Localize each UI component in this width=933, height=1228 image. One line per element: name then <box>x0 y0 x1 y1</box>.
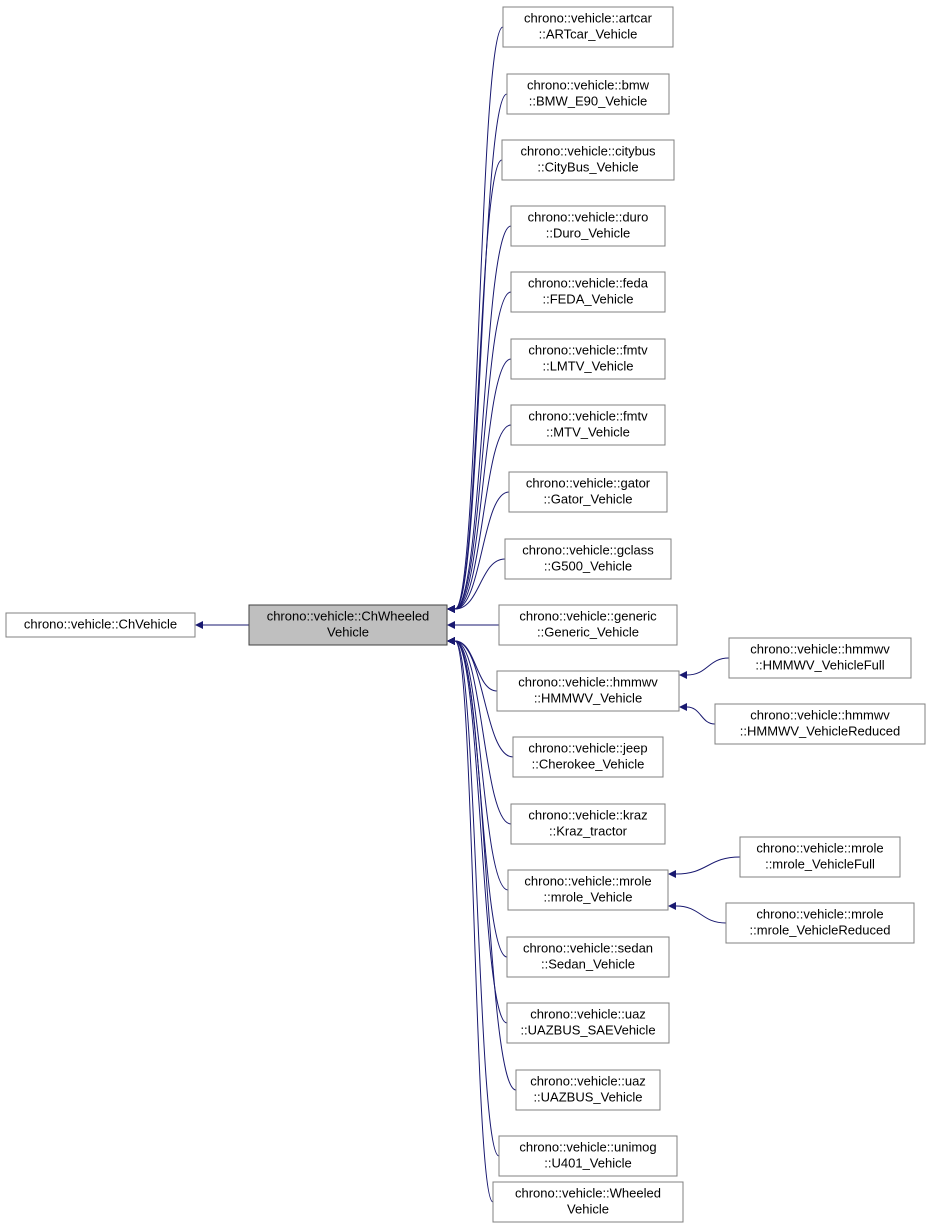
arrowhead-icon <box>668 870 676 878</box>
node-label: ::HMMWV_Vehicle <box>534 690 642 705</box>
arrowhead-icon <box>679 703 687 711</box>
node-label: chrono::vehicle::ChWheeled <box>267 608 430 623</box>
node-label: chrono::vehicle::artcar <box>524 10 653 25</box>
arrowhead-icon <box>679 671 687 679</box>
node-label: chrono::vehicle::mrole <box>524 873 651 888</box>
node-label: ::Cherokee_Vehicle <box>532 756 645 771</box>
node-unimog[interactable]: chrono::vehicle::unimog::U401_Vehicle <box>499 1136 677 1176</box>
node-label: chrono::vehicle::feda <box>528 275 649 290</box>
edge-hmmwvred-to-hmmwv <box>687 707 715 724</box>
node-label: chrono::vehicle::mrole <box>756 840 883 855</box>
node-label: chrono::vehicle::gator <box>526 475 651 490</box>
node-jeep[interactable]: chrono::vehicle::jeep::Cherokee_Vehicle <box>513 737 663 777</box>
node-label: chrono::vehicle::gclass <box>522 542 654 557</box>
node-label: ::LMTV_Vehicle <box>542 358 633 373</box>
arrowhead-icon <box>195 621 203 629</box>
edge-mrolefull-to-mrole <box>676 857 740 874</box>
edge-hmmwvfull-to-hmmwv <box>687 658 729 675</box>
node-wheeled[interactable]: chrono::vehicle::WheeledVehicle <box>493 1182 683 1222</box>
node-label: ::ARTcar_Vehicle <box>539 26 638 41</box>
node-generic[interactable]: chrono::vehicle::generic::Generic_Vehicl… <box>499 605 677 645</box>
node-label: chrono::vehicle::kraz <box>528 807 647 822</box>
node-mtv[interactable]: chrono::vehicle::fmtv::MTV_Vehicle <box>511 405 665 445</box>
node-label: ::Duro_Vehicle <box>546 225 631 240</box>
node-label: ::UAZBUS_Vehicle <box>533 1089 642 1104</box>
node-label: ::FEDA_Vehicle <box>542 291 633 306</box>
node-uazbus[interactable]: chrono::vehicle::uaz::UAZBUS_Vehicle <box>516 1070 660 1110</box>
node-label: ::Kraz_tractor <box>549 823 628 838</box>
node-label: chrono::vehicle::sedan <box>523 940 653 955</box>
node-label: chrono::vehicle::generic <box>519 608 657 623</box>
node-artcar[interactable]: chrono::vehicle::artcar::ARTcar_Vehicle <box>503 7 673 47</box>
node-gclass[interactable]: chrono::vehicle::gclass::G500_Vehicle <box>505 539 671 579</box>
node-label: chrono::vehicle::mrole <box>756 906 883 921</box>
edge-mrolered-to-mrole <box>676 906 726 923</box>
node-bmw[interactable]: chrono::vehicle::bmw::BMW_E90_Vehicle <box>507 74 669 114</box>
node-label: chrono::vehicle::hmmwv <box>518 674 658 689</box>
node-hmmwv[interactable]: chrono::vehicle::hmmwv::HMMWV_Vehicle <box>497 671 679 711</box>
edge-unimog-to-center <box>455 641 499 1156</box>
node-label: chrono::vehicle::Wheeled <box>515 1185 661 1200</box>
node-label: ::mrole_Vehicle <box>544 889 633 904</box>
node-label: chrono::vehicle::ChVehicle <box>24 616 177 631</box>
arrowhead-icon <box>447 637 455 645</box>
node-label: chrono::vehicle::hmmwv <box>750 707 890 722</box>
node-center[interactable]: chrono::vehicle::ChWheeledVehicle <box>249 605 447 645</box>
arrowhead-icon <box>447 605 455 613</box>
edge-feda-to-center <box>455 292 511 609</box>
edge-citybus-to-center <box>455 160 502 609</box>
node-label: chrono::vehicle::citybus <box>520 143 656 158</box>
node-label: ::UAZBUS_SAEVehicle <box>520 1022 655 1037</box>
node-label: chrono::vehicle::unimog <box>519 1139 656 1154</box>
node-label: chrono::vehicle::jeep <box>528 740 647 755</box>
node-label: ::G500_Vehicle <box>544 558 632 573</box>
node-mrolefull[interactable]: chrono::vehicle::mrole::mrole_VehicleFul… <box>740 837 900 877</box>
edge-lmtv-to-center <box>455 359 511 609</box>
edge-duro-to-center <box>455 226 511 609</box>
node-label: ::mrole_VehicleFull <box>765 856 875 871</box>
node-label: Vehicle <box>567 1201 609 1216</box>
node-label: ::Sedan_Vehicle <box>541 956 635 971</box>
node-uazsae[interactable]: chrono::vehicle::uaz::UAZBUS_SAEVehicle <box>507 1003 669 1043</box>
node-mrole[interactable]: chrono::vehicle::mrole::mrole_Vehicle <box>508 870 668 910</box>
node-mrolered[interactable]: chrono::vehicle::mrole::mrole_VehicleRed… <box>726 903 914 943</box>
node-label: ::mrole_VehicleReduced <box>750 922 891 937</box>
node-label: ::BMW_E90_Vehicle <box>529 93 648 108</box>
node-label: Vehicle <box>327 624 369 639</box>
node-kraz[interactable]: chrono::vehicle::kraz::Kraz_tractor <box>511 804 665 844</box>
node-label: ::HMMWV_VehicleFull <box>755 657 884 672</box>
node-label: ::HMMWV_VehicleReduced <box>740 723 900 738</box>
node-sedan[interactable]: chrono::vehicle::sedan::Sedan_Vehicle <box>507 937 669 977</box>
node-label: ::Gator_Vehicle <box>544 491 633 506</box>
node-label: ::MTV_Vehicle <box>546 424 630 439</box>
node-label: chrono::vehicle::fmtv <box>528 408 648 423</box>
node-root[interactable]: chrono::vehicle::ChVehicle <box>6 613 195 637</box>
node-hmmwvred[interactable]: chrono::vehicle::hmmwv::HMMWV_VehicleRed… <box>715 704 925 744</box>
node-duro[interactable]: chrono::vehicle::duro::Duro_Vehicle <box>511 206 665 246</box>
node-lmtv[interactable]: chrono::vehicle::fmtv::LMTV_Vehicle <box>511 339 665 379</box>
node-label: chrono::vehicle::duro <box>528 209 649 224</box>
arrowhead-icon <box>668 902 676 910</box>
node-label: ::U401_Vehicle <box>544 1155 631 1170</box>
node-label: chrono::vehicle::uaz <box>530 1006 646 1021</box>
node-label: chrono::vehicle::fmtv <box>528 342 648 357</box>
node-label: chrono::vehicle::hmmwv <box>750 641 890 656</box>
nodes: chrono::vehicle::ChVehiclechrono::vehicl… <box>6 7 925 1222</box>
node-label: chrono::vehicle::uaz <box>530 1073 646 1088</box>
node-hmmwvfull[interactable]: chrono::vehicle::hmmwv::HMMWV_VehicleFul… <box>729 638 911 678</box>
inheritance-diagram: chrono::vehicle::ChVehiclechrono::vehicl… <box>0 0 933 1228</box>
node-label: ::Generic_Vehicle <box>537 624 639 639</box>
node-feda[interactable]: chrono::vehicle::feda::FEDA_Vehicle <box>511 272 665 312</box>
node-label: chrono::vehicle::bmw <box>527 77 650 92</box>
node-label: ::CityBus_Vehicle <box>537 159 638 174</box>
node-gator[interactable]: chrono::vehicle::gator::Gator_Vehicle <box>509 472 667 512</box>
arrowhead-icon <box>447 621 455 629</box>
node-citybus[interactable]: chrono::vehicle::citybus::CityBus_Vehicl… <box>502 140 674 180</box>
